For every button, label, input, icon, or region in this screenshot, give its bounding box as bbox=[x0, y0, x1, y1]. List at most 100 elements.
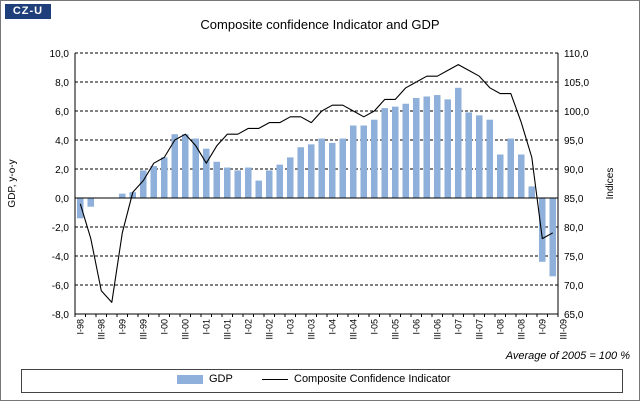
y-left-tick-label: 6,0 bbox=[55, 107, 69, 118]
gdp-bar bbox=[118, 193, 126, 198]
gdp-bar bbox=[339, 138, 347, 198]
x-tick-label: III-03 bbox=[306, 319, 316, 340]
y-right-tick-label: 70,0 bbox=[564, 281, 584, 292]
legend-label-gdp: GDP bbox=[209, 373, 233, 385]
legend-swatch-confidence bbox=[262, 378, 288, 380]
x-tick-label: I-06 bbox=[411, 319, 421, 335]
gdp-bar bbox=[433, 95, 441, 198]
y-right-tick-label: 105,0 bbox=[564, 78, 589, 89]
x-tick-label: I-08 bbox=[495, 319, 505, 335]
chart-note: Average of 2005 = 100 % bbox=[505, 350, 630, 362]
gdp-bar bbox=[87, 198, 95, 207]
x-tick-label: III-01 bbox=[222, 319, 232, 340]
grid-lines bbox=[75, 52, 558, 286]
gdp-bar bbox=[307, 144, 315, 198]
gdp-bar bbox=[349, 125, 357, 198]
x-tick-label: I-00 bbox=[159, 319, 169, 335]
axes bbox=[74, 53, 559, 317]
x-tick-label: I-09 bbox=[537, 319, 547, 335]
gdp-bars bbox=[76, 87, 557, 277]
confidence-line-group bbox=[79, 64, 554, 303]
gdp-bar bbox=[181, 134, 189, 198]
x-tick-label: I-99 bbox=[117, 319, 127, 335]
gdp-bar bbox=[276, 164, 284, 198]
chart-title: Composite confidence Indicator and GDP bbox=[200, 17, 439, 32]
gdp-bar bbox=[391, 106, 399, 198]
gdp-bar bbox=[528, 186, 536, 198]
x-tick-label: I-04 bbox=[327, 319, 337, 335]
y-right-tick-label: 95,0 bbox=[564, 136, 584, 147]
logo: CZ-U bbox=[5, 4, 51, 19]
y-right-tick-label: 80,0 bbox=[564, 223, 584, 234]
gdp-bar bbox=[486, 119, 494, 198]
y-right-tick-label: 75,0 bbox=[564, 252, 584, 263]
gdp-bar bbox=[549, 198, 557, 277]
gdp-bar bbox=[286, 157, 294, 198]
gdp-bar bbox=[234, 170, 242, 198]
y-axis-left-label: GDP, y-o-y bbox=[7, 159, 18, 207]
y-left-tick-label: -6,0 bbox=[52, 281, 70, 292]
legend-entry-confidence: Composite Confidence Indicator bbox=[262, 373, 451, 385]
gdp-bar bbox=[223, 167, 231, 198]
gdp-bar bbox=[381, 108, 389, 198]
y-left-tick-label: 2,0 bbox=[55, 165, 69, 176]
x-tick-label: I-07 bbox=[453, 319, 463, 335]
gdp-bar bbox=[454, 87, 462, 198]
x-tick-label: III-04 bbox=[348, 319, 358, 340]
gdp-bar bbox=[328, 142, 336, 198]
gdp-bar bbox=[160, 157, 168, 198]
gdp-bar bbox=[318, 138, 326, 198]
x-tick-label: III-07 bbox=[474, 319, 484, 340]
gdp-bar bbox=[402, 103, 410, 198]
x-tick-label: III-02 bbox=[264, 319, 274, 340]
y-left-tick-label: -8,0 bbox=[52, 310, 70, 321]
y-right-tick-label: 110,0 bbox=[564, 49, 589, 60]
x-tick-label: I-02 bbox=[243, 319, 253, 335]
x-tick-label: I-01 bbox=[201, 319, 211, 335]
gdp-bar bbox=[517, 154, 525, 198]
gdp-bar bbox=[255, 180, 263, 198]
gdp-bar bbox=[423, 96, 431, 198]
y-left-tick-label: 8,0 bbox=[55, 78, 69, 89]
gdp-bar bbox=[139, 170, 147, 198]
gdp-bar bbox=[129, 192, 137, 198]
legend-label-confidence: Composite Confidence Indicator bbox=[294, 373, 451, 385]
gdp-bar bbox=[244, 167, 252, 198]
gdp-bar bbox=[76, 198, 84, 219]
gdp-bar bbox=[496, 154, 504, 198]
x-tick-label: III-09 bbox=[558, 319, 568, 340]
x-tick-label: III-99 bbox=[138, 319, 148, 340]
gdp-bar bbox=[265, 170, 273, 198]
y-right-tick-label: 85,0 bbox=[564, 194, 584, 205]
gdp-bar bbox=[360, 125, 368, 198]
gdp-bar bbox=[475, 115, 483, 198]
legend: GDP Composite Confidence Indicator bbox=[21, 369, 623, 393]
x-tick-label: III-98 bbox=[96, 319, 106, 340]
x-tick-label: I-98 bbox=[75, 319, 85, 335]
legend-swatch-gdp bbox=[177, 374, 203, 384]
y-left-tick-label: -2,0 bbox=[52, 223, 70, 234]
gdp-bar bbox=[192, 138, 200, 198]
gdp-bar bbox=[465, 112, 473, 198]
y-left-tick-label: 4,0 bbox=[55, 136, 69, 147]
gdp-bar bbox=[507, 138, 515, 198]
x-tick-label: I-03 bbox=[285, 319, 295, 335]
x-tick-label: III-05 bbox=[390, 319, 400, 340]
gdp-bar bbox=[213, 161, 221, 198]
x-tick-label: I-05 bbox=[369, 319, 379, 335]
tick-labels: 10,0 8,0 6,0 4,0 2,0 0,0 -2,0 -4,0 -6,0 -8,0 110,0… bbox=[50, 49, 590, 340]
gdp-bar bbox=[370, 119, 378, 198]
y-right-tick-label: 65,0 bbox=[564, 310, 584, 321]
y-left-tick-label: -4,0 bbox=[52, 252, 70, 263]
gdp-bar bbox=[202, 148, 210, 198]
gdp-bar bbox=[412, 97, 420, 198]
gdp-bar bbox=[171, 134, 179, 198]
y-right-tick-label: 90,0 bbox=[564, 165, 584, 176]
y-right-tick-label: 100,0 bbox=[564, 107, 589, 118]
x-tick-label: III-06 bbox=[432, 319, 442, 340]
y-left-tick-label: 0,0 bbox=[55, 194, 69, 205]
gdp-bar bbox=[538, 198, 546, 262]
gdp-bar bbox=[150, 166, 158, 198]
